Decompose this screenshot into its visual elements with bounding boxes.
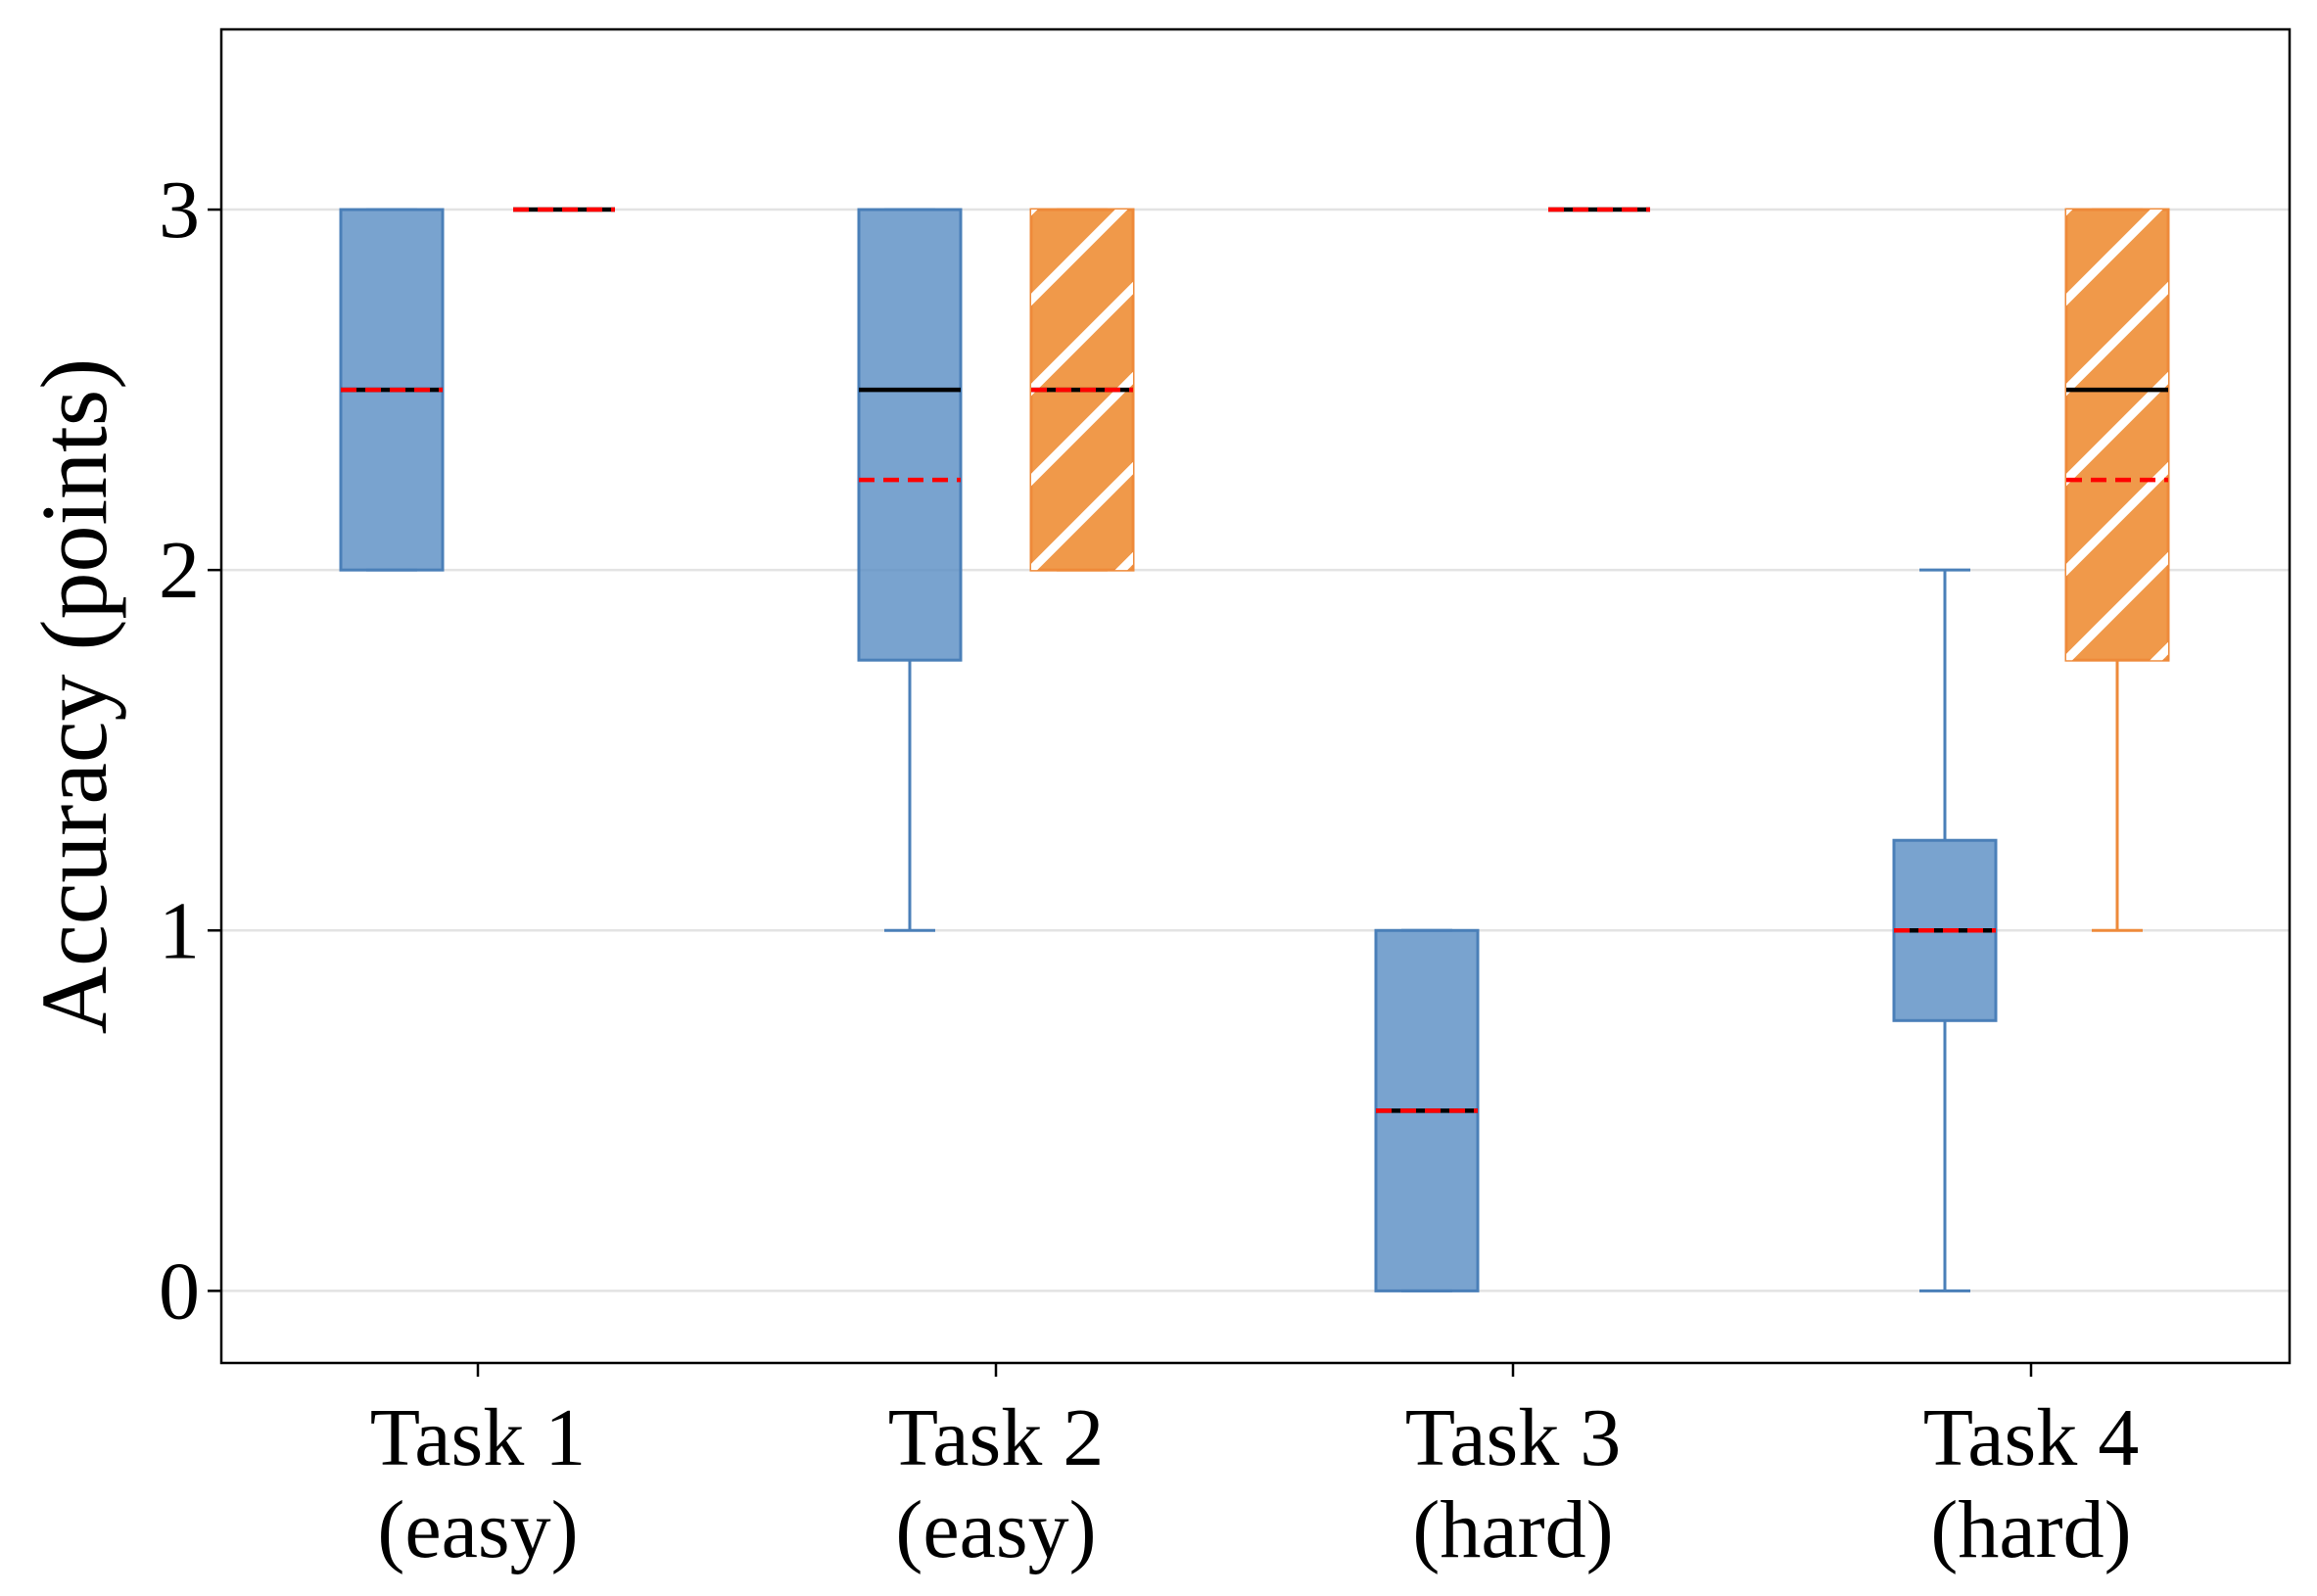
hatch-line bbox=[2066, 281, 2168, 397]
box-2-task-4 bbox=[2064, 208, 2170, 932]
hatch-line bbox=[2066, 551, 2168, 661]
hatch-line bbox=[1031, 210, 1038, 216]
x-tick-label: Task 1 bbox=[370, 1392, 586, 1483]
box-1-task-2 bbox=[857, 208, 963, 932]
y-tick-label: 3 bbox=[159, 164, 200, 256]
boxes bbox=[339, 207, 2170, 1292]
y-tick-label: 1 bbox=[159, 885, 200, 976]
gridlines bbox=[221, 208, 2290, 1292]
x-tick-sublabel: (easy) bbox=[895, 1484, 1096, 1575]
y-axis-title: Accuracy (points) bbox=[22, 358, 126, 1034]
box-1-task-4 bbox=[1892, 568, 1998, 1292]
hatch-line bbox=[2150, 641, 2168, 661]
box-1-task-1 bbox=[339, 208, 445, 572]
x-tick-sublabel: (easy) bbox=[377, 1484, 578, 1575]
hatch-line bbox=[1031, 281, 1133, 397]
x-tick-sublabel: (hard) bbox=[1412, 1484, 1613, 1575]
box-body bbox=[857, 208, 963, 662]
hatch-line bbox=[1114, 551, 1133, 571]
hatch-line bbox=[2066, 210, 2163, 306]
hatch-line bbox=[2066, 210, 2073, 216]
hatch-line bbox=[1031, 461, 1133, 571]
plot-frame bbox=[219, 27, 2292, 1365]
x-tick-sublabel: (hard) bbox=[1930, 1484, 2131, 1575]
box-hatch bbox=[1021, 210, 1143, 760]
x-tick-label: Task 2 bbox=[888, 1392, 1104, 1483]
hatch-line bbox=[1031, 210, 1128, 306]
box-1-task-3 bbox=[1374, 928, 1480, 1292]
y-tick-label: 2 bbox=[159, 525, 200, 616]
box-2-task-2 bbox=[1021, 208, 1143, 760]
hatch-line bbox=[2066, 461, 2168, 577]
hatch-line bbox=[1021, 638, 1143, 760]
x-tick-label: Task 3 bbox=[1405, 1392, 1621, 1483]
y-tick-label: 0 bbox=[159, 1245, 200, 1337]
x-tick-label: Task 4 bbox=[1923, 1392, 2139, 1483]
